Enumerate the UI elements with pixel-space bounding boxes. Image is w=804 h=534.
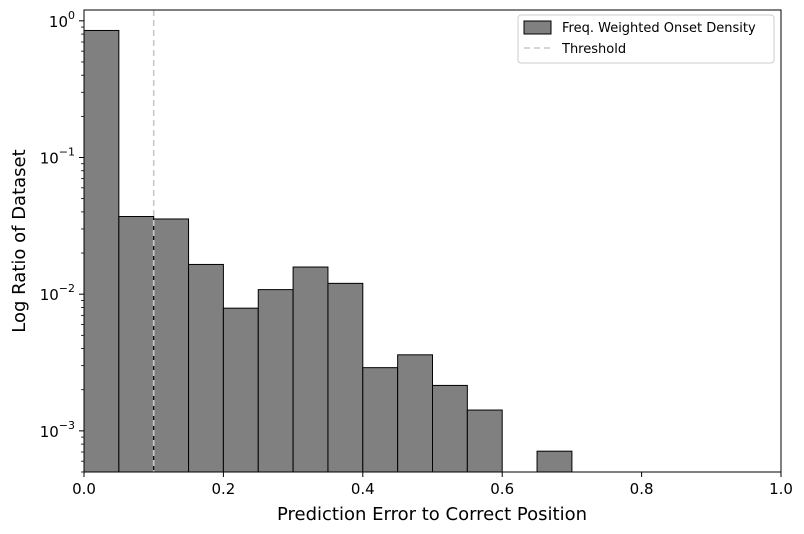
legend-box	[517, 14, 775, 64]
y-tick-label-2: 10−2	[40, 282, 75, 304]
histogram-bar-4	[222, 307, 259, 473]
bars-group	[83, 29, 573, 473]
histogram-bar-11	[466, 409, 503, 473]
x-tick-label-4: 0.8	[630, 480, 654, 498]
plot-frame	[83, 9, 782, 473]
x-axis-title: Prediction Error to Correct Position	[277, 504, 587, 525]
histogram-bar-12	[536, 450, 573, 473]
histogram-bar-7	[327, 282, 364, 473]
x-tick-label-3: 0.6	[490, 480, 514, 498]
x-axis-ticks: 0.0 0.2 0.4 0.6 0.8 1.0	[72, 472, 793, 498]
y-axis-ticks: 100 10−1 10−2 10−3	[40, 9, 84, 473]
legend-label-density: Freq. Weighted Onset Density	[562, 21, 756, 36]
y-axis-title: Log Ratio of Dataset	[9, 149, 30, 332]
histogram-bar-1	[118, 216, 155, 473]
x-tick-label-0: 0.0	[72, 480, 96, 498]
x-tick-label-1: 0.2	[211, 480, 235, 498]
histogram-bar-0	[83, 29, 120, 473]
histogram-bar-3	[188, 263, 224, 473]
histogram-bar-2	[153, 218, 190, 473]
y-tick-label-3: 10−3	[40, 419, 75, 441]
histogram-bar-6	[292, 266, 329, 473]
histogram-bar-10	[432, 384, 468, 473]
y-tick-label-0: 100	[49, 9, 75, 31]
legend-label-threshold: Threshold	[561, 42, 626, 57]
histogram-bar-9	[397, 354, 433, 473]
x-tick-label-2: 0.4	[351, 480, 375, 498]
histogram-bar-5	[257, 289, 294, 473]
legend-swatch-density	[523, 20, 552, 35]
x-tick-label-5: 1.0	[769, 480, 793, 498]
legend: Freq. Weighted Onset Density Threshold	[517, 14, 775, 64]
histogram-bar-8	[362, 367, 399, 473]
y-tick-label-1: 10−1	[40, 146, 75, 168]
